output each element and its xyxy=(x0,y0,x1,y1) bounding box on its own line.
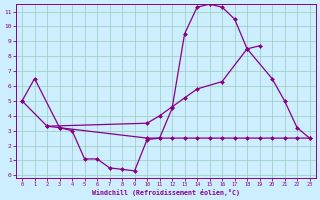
X-axis label: Windchill (Refroidissement éolien,°C): Windchill (Refroidissement éolien,°C) xyxy=(92,189,240,196)
